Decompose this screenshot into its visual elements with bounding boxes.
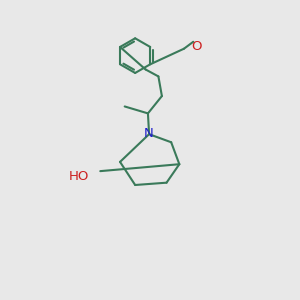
- Text: N: N: [144, 127, 154, 140]
- Text: O: O: [191, 40, 202, 53]
- Text: HO: HO: [68, 170, 89, 183]
